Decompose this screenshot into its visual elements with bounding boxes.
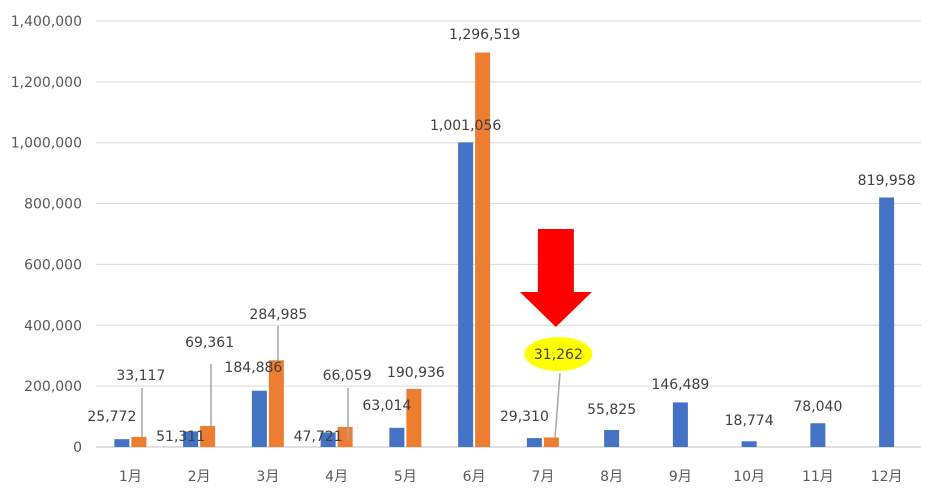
bar-series-2 [131,436,147,447]
x-tick-label: 4月 [325,469,348,485]
data-label-series-1: 55,825 [587,402,636,418]
bar-series-1 [320,432,336,447]
x-tick-label: 11月 [802,469,834,485]
data-label-series-2: 284,985 [249,307,307,323]
bar-series-1 [114,439,130,447]
bar-series-2 [475,52,491,447]
data-label-series-1: 18,774 [725,413,774,429]
bar-series-1 [810,423,826,447]
bar-series-1 [526,438,542,447]
x-tick-label: 2月 [188,469,211,485]
data-label-series-1: 29,310 [500,409,549,425]
y-tick-label: 800,000 [24,197,82,213]
label-highlight [524,337,593,371]
leader-line [554,372,561,439]
data-label-series-2: 190,936 [387,365,445,381]
x-tick-label: 3月 [256,469,279,485]
bar-series-1 [183,431,199,447]
bar-series-2 [337,426,353,447]
bar-series-2 [268,360,284,447]
bar-series-2 [543,437,559,447]
data-label-series-2: 69,361 [185,335,234,351]
data-label-series-2: 66,059 [323,368,372,384]
y-tick-label: 1,200,000 [11,75,82,91]
x-tick-label: 10月 [733,469,765,485]
bar-series-1 [741,441,757,447]
y-tick-label: 1,000,000 [11,136,82,152]
x-tick-label: 9月 [669,469,692,485]
data-label-series-1: 51,311 [156,429,205,445]
data-label-series-2: 33,117 [116,368,165,384]
gridlines [96,20,921,448]
x-tick-label: 1月 [119,469,142,485]
bars [114,52,895,448]
x-tick-label: 12月 [871,469,903,485]
bar-series-1 [672,402,688,447]
data-label-series-2: 31,262 [534,347,583,363]
data-label-series-1: 146,489 [651,377,709,393]
data-label-series-1: 47,721 [294,429,343,445]
data-labels: 25,772 51,311 184,886 47,721 63,014 1,001,056… [87,27,915,445]
data-label-series-2: 1,296,519 [449,27,520,43]
data-label-series-1: 25,772 [87,409,136,425]
y-tick-label: 1,400,000 [11,14,82,30]
data-label-series-1: 63,014 [362,398,411,414]
bar-series-2 [406,388,422,447]
x-tick-label: 8月 [600,469,623,485]
data-label-series-1: 1,001,056 [430,118,501,134]
red-arrow-annotation [519,229,592,327]
y-tick-label: 400,000 [24,318,82,334]
leader-lines [141,326,561,440]
bar-series-1 [251,390,267,447]
bar-series-1 [879,197,895,447]
y-axis: 0 200,000 400,000 600,000 800,000 1,000,000 1,… [11,14,82,456]
bar-series-1 [604,430,620,447]
x-tick-label: 6月 [463,469,486,485]
x-tick-label: 7月 [531,469,554,485]
y-tick-label: 0 [73,440,82,456]
y-tick-label: 200,000 [24,379,82,395]
highlight-marker [524,337,593,371]
data-label-series-1: 78,040 [793,399,842,415]
y-tick-label: 600,000 [24,257,82,273]
x-tick-label: 5月 [394,469,417,485]
data-label-series-1: 819,958 [858,173,916,189]
x-axis: 1月 2月 3月 4月 5月 6月 7月 8月 9月 10月 11月 12月 [119,469,903,485]
data-label-series-1: 184,886 [224,360,282,376]
bar-series-1 [389,427,405,447]
bar-series-1 [458,142,474,448]
bar-series-2 [200,425,216,447]
